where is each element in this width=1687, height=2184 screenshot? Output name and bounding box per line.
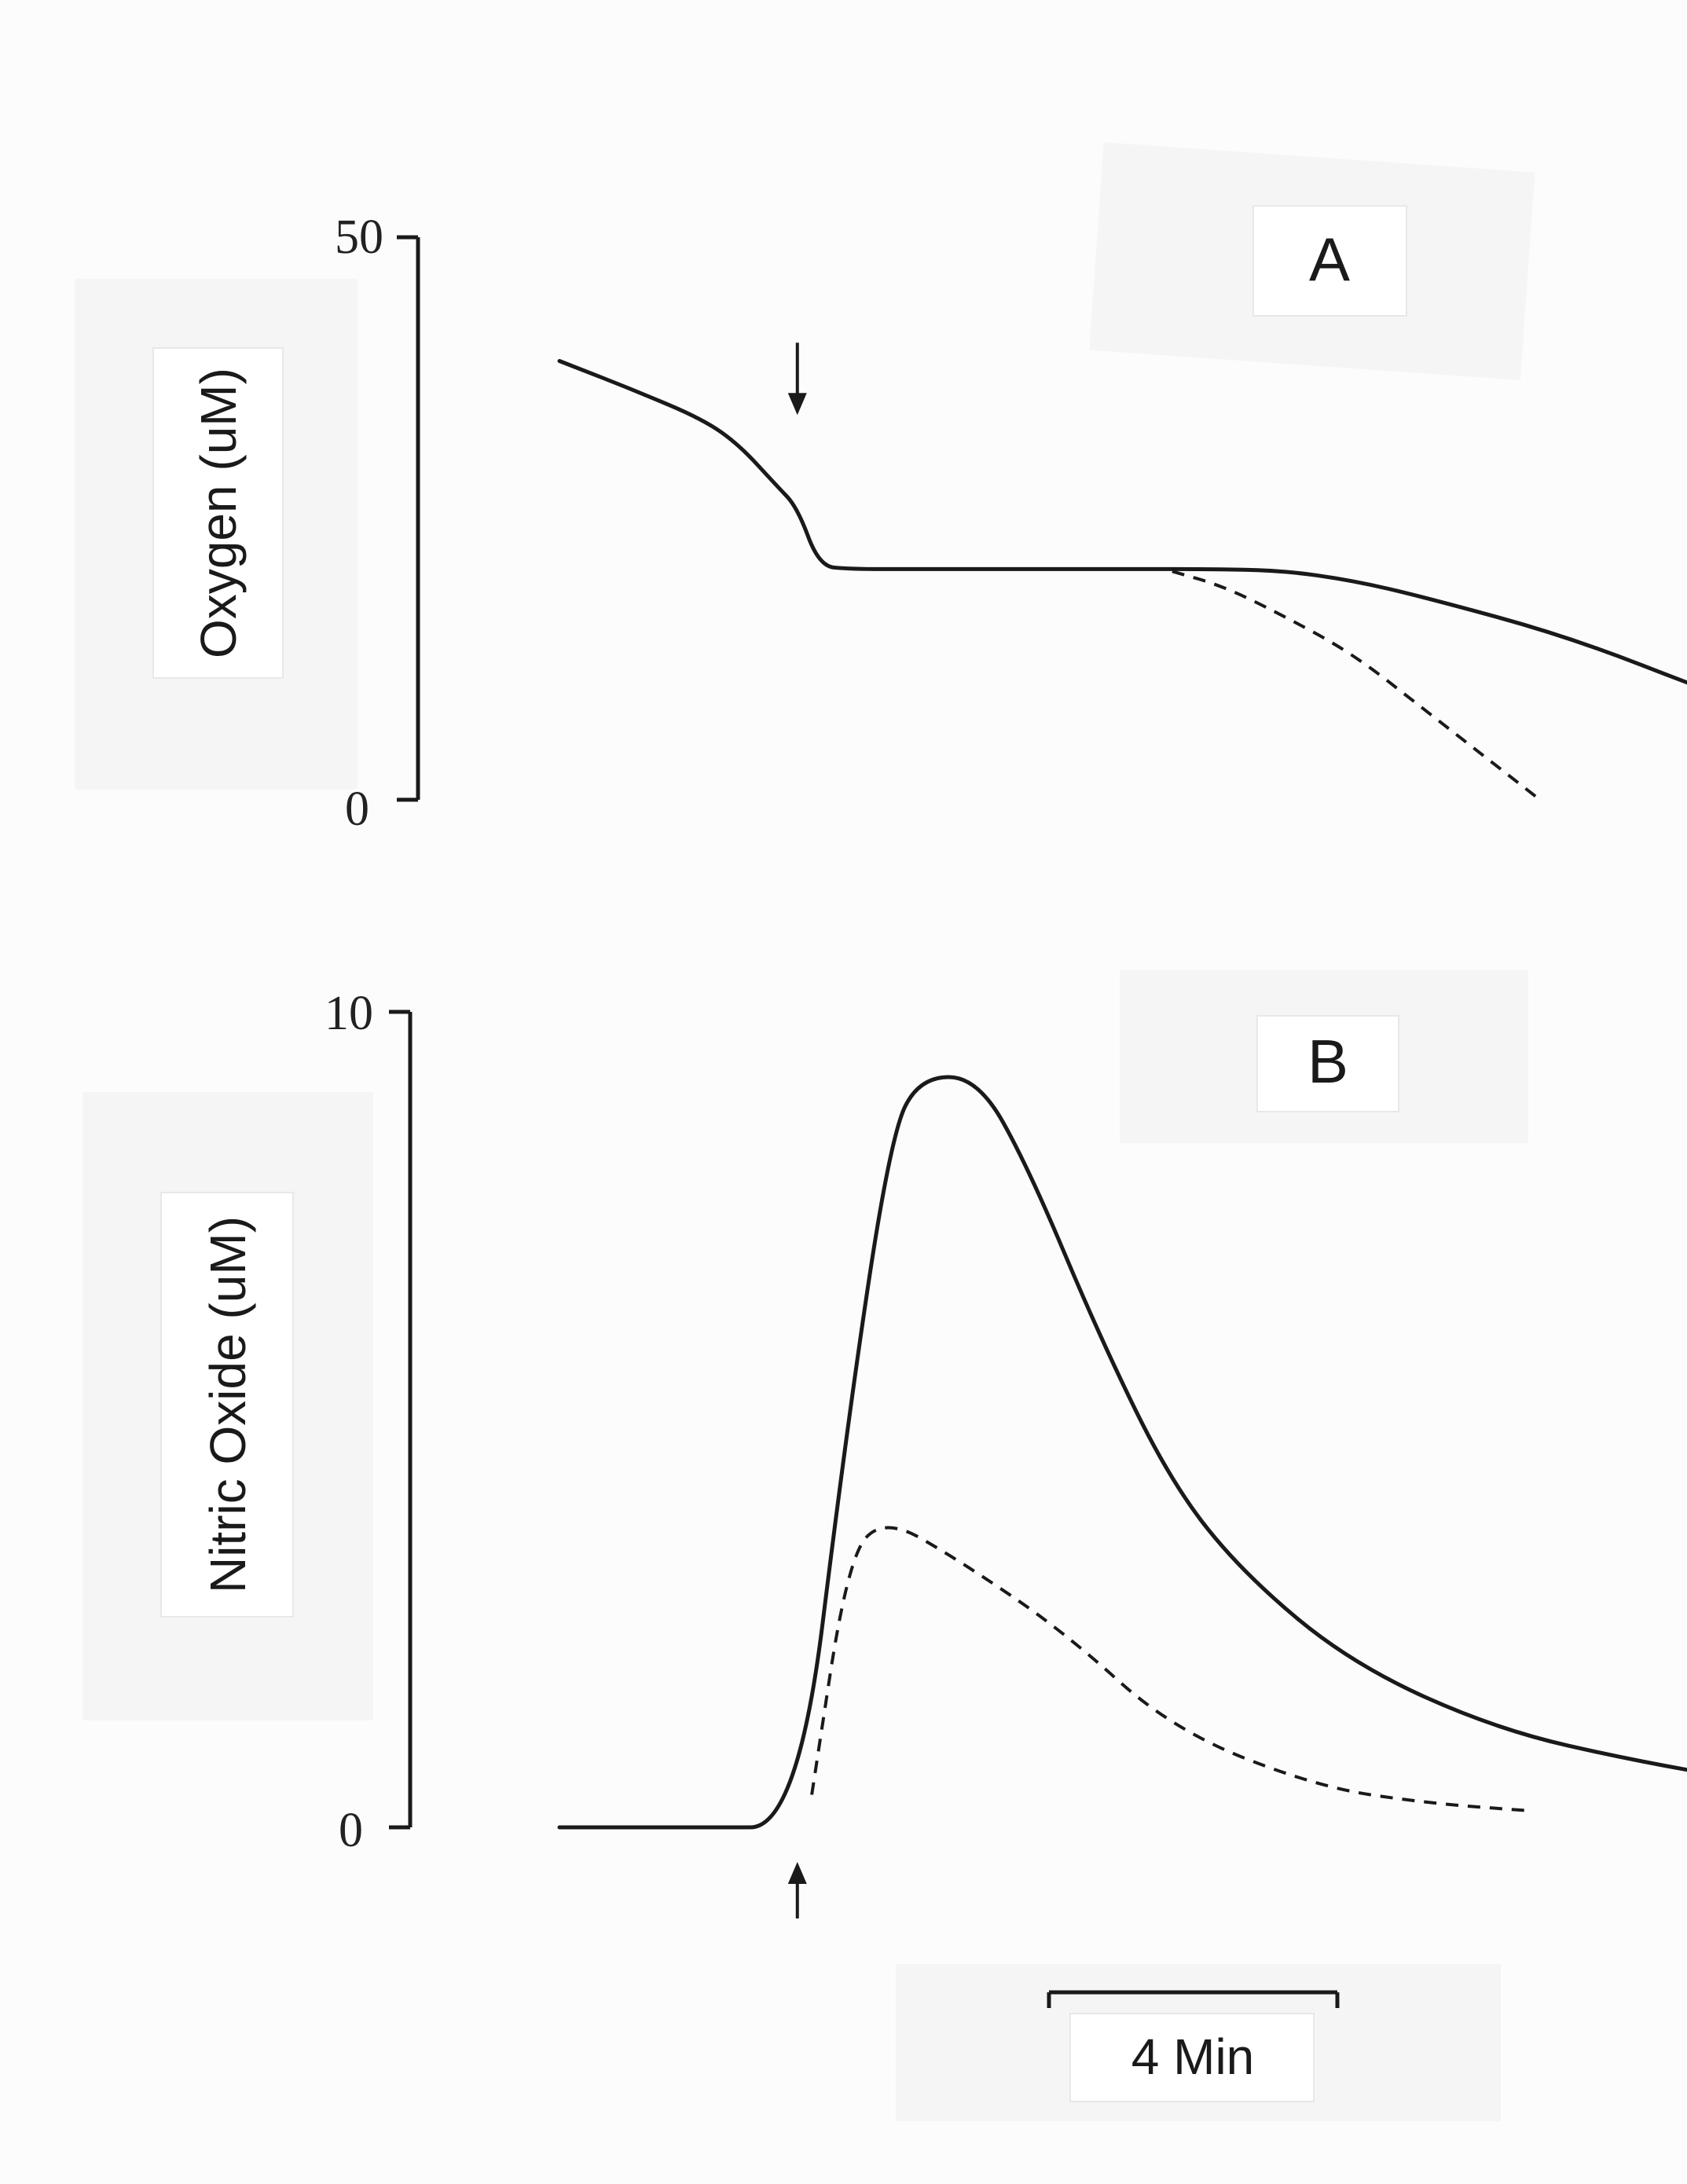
- panel-a: A Oxygen (uM) 50 0: [152, 205, 1687, 836]
- nitric-oxide-annotation-group: [787, 1862, 807, 1918]
- panel-b-label-box: [1256, 1015, 1399, 1112]
- oxygen-annotation-group: [787, 343, 807, 416]
- y-axis-label-b: Nitric Oxide (uM): [200, 1216, 256, 1593]
- y-tick-label-b-bottom: 0: [339, 1804, 363, 1857]
- nitric-oxide-dashed-trace: [810, 1526, 1533, 1813]
- y-axis-label-a: Oxygen (uM): [190, 368, 247, 658]
- y-tick-label-a-top: 50: [335, 211, 383, 264]
- oxygen-arrow-down-icon: [787, 393, 807, 416]
- nitric-oxide-arrow-up-icon: [787, 1862, 807, 1884]
- scale-bar-label: 4 Min: [1131, 2028, 1255, 2085]
- nitric-oxide-series-group: [557, 1075, 1687, 1830]
- scale-bar-label-box: [1069, 2013, 1315, 2102]
- oxygen-solid-trace: [557, 359, 1687, 685]
- oxygen-series-group: [557, 359, 1687, 801]
- time-scale-bar: 4 Min: [1047, 1990, 1340, 2102]
- panel-b-label: B: [1307, 1027, 1348, 1096]
- y-tick-label-b-top: 10: [325, 987, 373, 1040]
- y-axis-label-box-b: [160, 1192, 294, 1618]
- panel-b: B Nitric Oxide (uM) 10 0: [160, 987, 1687, 1918]
- panel-a-label: A: [1309, 225, 1350, 294]
- nitric-oxide-solid-trace: [557, 1075, 1687, 1830]
- y-tick-label-a-bottom: 0: [345, 782, 369, 836]
- y-axis-label-box-a: [152, 347, 284, 679]
- oxygen-dashed-trace: [1172, 570, 1542, 801]
- panel-a-label-box: [1252, 205, 1407, 317]
